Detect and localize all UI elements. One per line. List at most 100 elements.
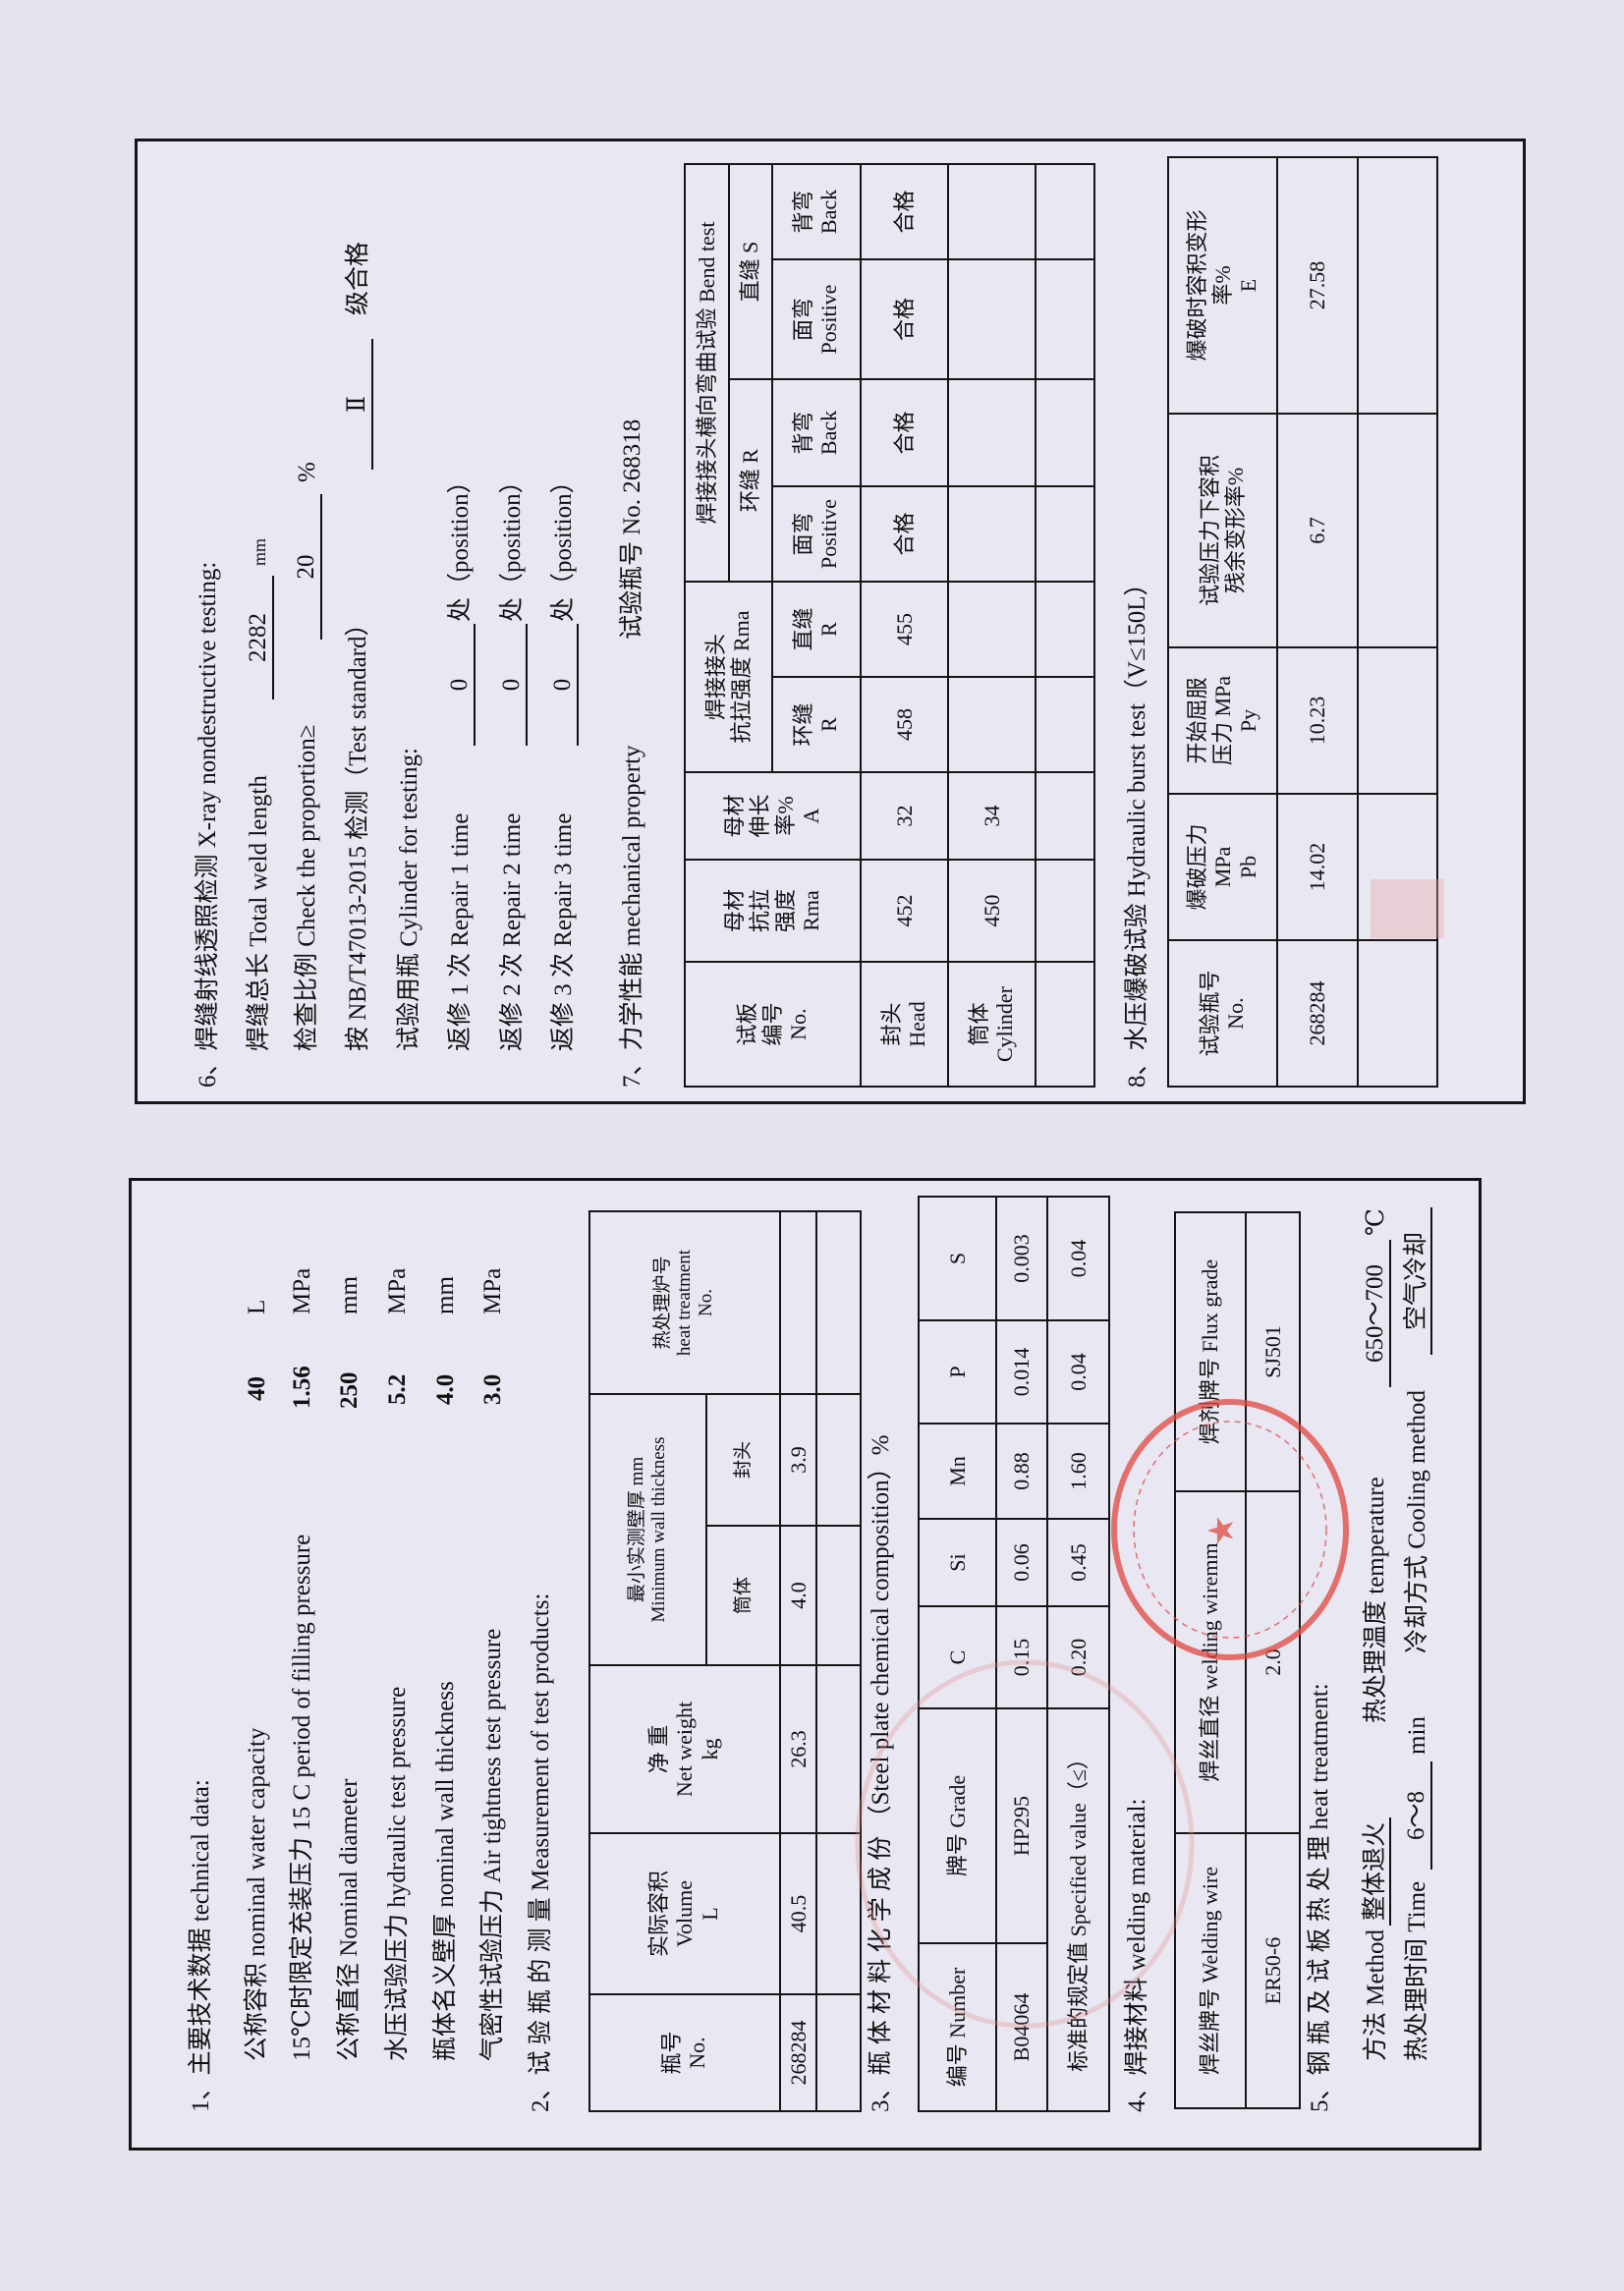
table-row: B04064 HP295 0.15 0.06 0.88 0.014 0.003: [996, 1197, 1047, 2111]
cell: [948, 486, 1036, 582]
proportion-label: 检查比例 Check the proportion≥: [294, 724, 320, 1051]
spec-unit: MPa: [289, 1267, 315, 1314]
cell: 27.58: [1277, 157, 1358, 414]
cell: 1.60: [1047, 1424, 1109, 1519]
spec-label: 公称容积 nominal water capacity: [244, 1727, 270, 2061]
temperature-label: 热处理温度 temperature: [1363, 1477, 1389, 1723]
header-weld-tensile: 焊接接头 抗拉强度 Rma: [685, 582, 772, 772]
header-mn: Mn: [919, 1424, 996, 1519]
cell: 452: [861, 860, 948, 962]
table-row-empty: [1036, 164, 1094, 1087]
cell: 0.06: [996, 1519, 1047, 1606]
cell: 32: [861, 772, 948, 860]
header-s: S: [919, 1197, 996, 1320]
cell: 268284: [1277, 940, 1358, 1087]
repair-suffix: 处（position）: [447, 469, 474, 622]
cell: [948, 379, 1036, 486]
cell: 0.04: [1047, 1197, 1109, 1320]
header-heat-treatment: 热处理炉号 heat treatment No.: [589, 1211, 780, 1394]
spec-unit: mm: [432, 1276, 459, 1314]
grade-suffix: 级合格: [345, 241, 371, 315]
spec-value: 1.56: [289, 1366, 315, 1409]
cylinder-label: 试验用瓶 Cylinder for testing:: [396, 748, 422, 1051]
header-base-strength: 母材 抗拉 强度 Rma: [685, 860, 861, 962]
section-6-title: 6、焊缝射线透照检测 X-ray nondestructive testing:: [195, 561, 221, 1088]
header-welding-wire: 焊丝牌号 Welding wire: [1175, 1833, 1246, 2108]
repair-label: 返修 1 次 Repair 1 time: [447, 812, 474, 1051]
cell: [1036, 164, 1094, 259]
repair-value: 0: [498, 624, 528, 746]
cell: 450: [948, 860, 1036, 962]
cell: [1036, 582, 1094, 677]
header-bend-test: 焊接接头横向弯曲试验 Bend test: [685, 164, 729, 582]
table-row: 268284 40.5 26.3 4.0 3.9: [780, 1211, 816, 2111]
cell: [1358, 647, 1437, 794]
weld-length-label: 焊缝总长 Total weld length: [246, 775, 272, 1051]
temperature-unit: ℃: [1363, 1208, 1389, 1236]
left-page-content: 1、主要技术数据 technical data: 公称容积 nominal wa…: [132, 1181, 1479, 2148]
cell: 34: [948, 772, 1036, 860]
header-weld-long: 直缝 R: [772, 582, 861, 677]
method-label: 方法 Method: [1363, 1928, 1389, 2061]
header-back-bend: 背弯 Back: [772, 164, 861, 259]
repair-label: 返修 3 次 Repair 3 time: [550, 812, 577, 1051]
spec-label: 气密性试验压力 Air tightness test pressure: [479, 1628, 506, 2061]
cell: 3.9: [780, 1394, 816, 1526]
proportion-value: 20: [293, 494, 322, 640]
section-2-title: 2、试 验 瓶 的 测 量 Measurement of test produc…: [528, 1593, 554, 2112]
cell: 40.5: [780, 1833, 816, 1994]
cell: 0.014: [996, 1320, 1047, 1424]
weld-length-value: 2282: [245, 576, 274, 699]
spec-unit: MPa: [479, 1267, 506, 1314]
cell: 10.23: [1277, 647, 1358, 794]
header-no: 瓶号 No.: [589, 1994, 780, 2111]
time-unit: min: [1404, 1716, 1430, 1755]
header-head: 封头: [706, 1394, 780, 1526]
cell: 458: [861, 677, 948, 772]
cell: 封头 Head: [861, 962, 948, 1087]
table-row-empty: [1358, 157, 1437, 1087]
header-bend-long: 直缝 S: [729, 164, 772, 379]
spec-value: 4.0: [432, 1373, 459, 1405]
test-bottle-number: 试验瓶号 No. 268318: [619, 419, 645, 640]
cell: 455: [861, 582, 948, 677]
cooling-label: 冷却方式 Cooling method: [1404, 1389, 1430, 1653]
spec-label: 水压试验压力 hydraulic test pressure: [384, 1686, 411, 2061]
table-row-empty: [816, 1211, 861, 2111]
table-row: 封头 Head 452 32 458 455 合格 合格 合格 合格: [861, 164, 948, 1087]
section-3-title: 3、瓶 体 材 料 化 学 成 份 （Steel plate chemical …: [868, 1434, 894, 2112]
mechanical-property-table: 试板 编号 No. 母材 抗拉 强度 Rma 母材 伸长 率% A 焊接接头 抗…: [684, 163, 1095, 1088]
cell: 14.02: [1277, 794, 1358, 940]
header-residual-deformation: 试验压力下容积 残余变形率%: [1168, 414, 1277, 647]
cell: 0.20: [1047, 1606, 1109, 1708]
time-value: 6～8: [1403, 1761, 1432, 1870]
table-row: 筒体 Cylinder 450 34: [948, 164, 1036, 1087]
cell: 0.88: [996, 1424, 1047, 1519]
spec-value: 40: [244, 1376, 270, 1401]
header-yield-pressure: 开始屈服 压力 MPa Py: [1168, 647, 1277, 794]
header-back-bend: 背弯 Back: [772, 379, 861, 486]
cell: [1358, 794, 1437, 940]
cooling-value: 空气冷却: [1403, 1207, 1432, 1355]
cell: 0.003: [996, 1197, 1047, 1320]
chemical-composition-table: 编号 Number 牌号 Grade C Si Mn P S B04064 HP…: [918, 1196, 1110, 2112]
right-page-content: 6、焊缝射线透照检测 X-ray nondestructive testing:…: [138, 141, 1523, 1101]
cell: 合格: [861, 259, 948, 379]
cell: [1358, 414, 1437, 647]
cell: [1036, 962, 1094, 1087]
cell: [1036, 259, 1094, 379]
spec-label: 15℃时限定充装压力 15 C period of filling pressu…: [289, 1534, 315, 2061]
cell: [1036, 379, 1094, 486]
proportion-unit: %: [294, 462, 320, 482]
cell: 合格: [861, 379, 948, 486]
header-net-weight: 净 重 Net weight kg: [589, 1665, 780, 1833]
spec-value: 250: [336, 1371, 363, 1410]
section-5-title: 5、钢 瓶 及 试 板 热 处 理 heat treatment:: [1307, 1683, 1333, 2112]
header-flux-grade: 焊剂牌号 Flux grade: [1175, 1212, 1246, 1491]
cell: [1358, 940, 1437, 1087]
cell: 268284: [780, 1994, 816, 2111]
right-page-panel: 6、焊缝射线透照检测 X-ray nondestructive testing:…: [135, 139, 1526, 1104]
cell: 合格: [861, 486, 948, 582]
header-bottle-no: 试验瓶号 No.: [1168, 940, 1277, 1087]
header-c: C: [919, 1606, 996, 1708]
